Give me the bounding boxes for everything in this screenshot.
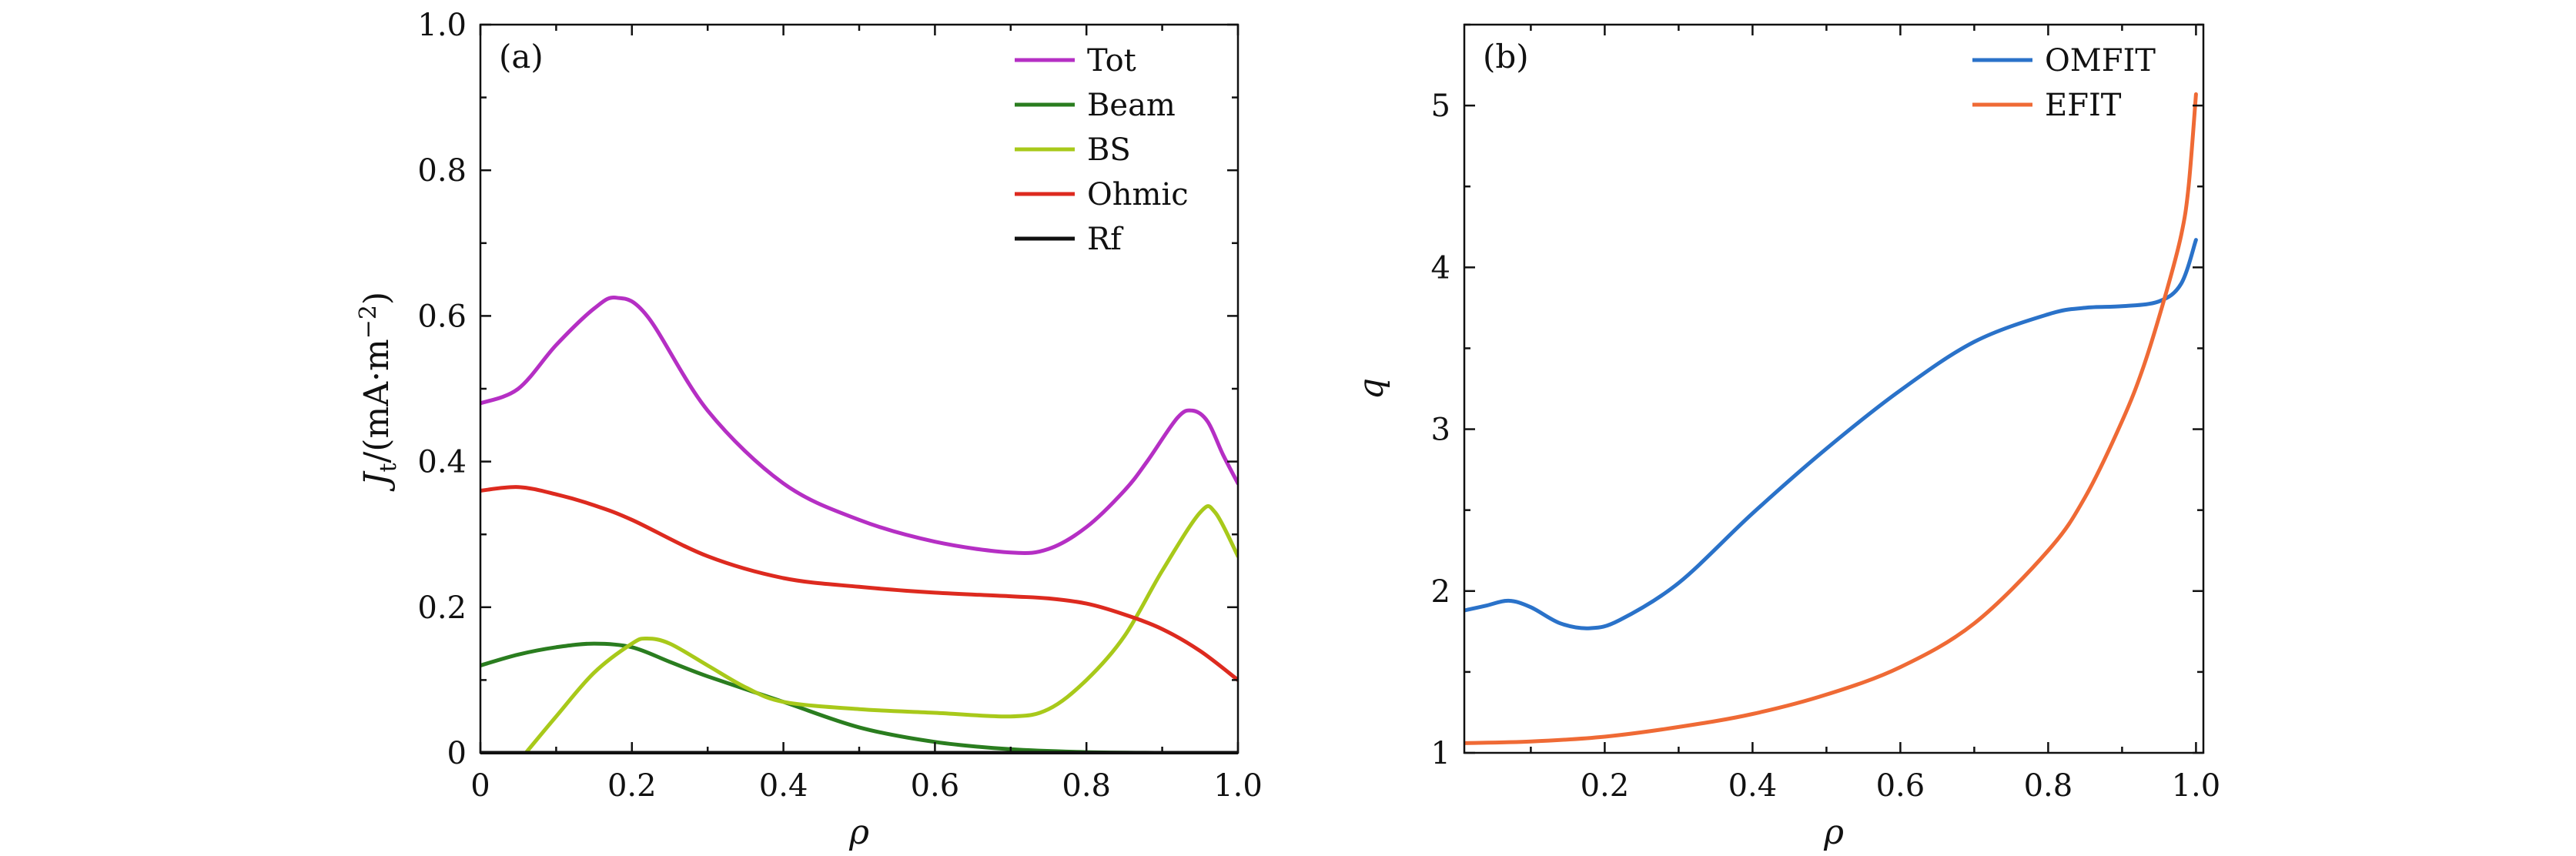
y-tick-label: 2 (1431, 574, 1450, 610)
series-line-bs (524, 504, 1238, 754)
y-tick-label: 0.4 (417, 445, 467, 480)
panel-label: (a) (499, 38, 544, 75)
legend-label-omfit: OMFIT (2045, 43, 2156, 79)
x-axis-label: ρ (848, 813, 869, 852)
legend-label-beam: Beam (1087, 88, 1176, 123)
series-line-ohmic (480, 485, 1238, 682)
plot-frame (1463, 23, 2205, 754)
legend-label-rf: Rf (1087, 222, 1124, 257)
series-group (480, 296, 1238, 754)
legend-label-bs: BS (1087, 132, 1131, 168)
series-group (1464, 92, 2198, 745)
x-tick-label: 0.2 (607, 768, 657, 804)
legend: Tot Beam BS Ohmic Rf (1015, 43, 1189, 257)
y-axis-label: q (1352, 378, 1391, 400)
y-tick-label: 4 (1431, 250, 1450, 286)
y-tick-label: 3 (1431, 413, 1450, 448)
chart-panel-a: 0 0.2 0.4 0.6 0.8 1.000.20.40.60.81.0(a)ρJt/(… (355, 8, 1263, 852)
x-tick-label: 0.4 (759, 768, 808, 804)
x-tick-label: 0.6 (911, 768, 960, 804)
series-line-omfit (1464, 238, 2198, 630)
y-tick-label: 0.6 (417, 299, 467, 334)
x-tick-label: 0.4 (1728, 768, 1778, 804)
y-tick-label: 5 (1431, 89, 1450, 124)
legend-label-efit: EFIT (2045, 88, 2122, 123)
x-tick-label: 0 (470, 768, 490, 804)
y-label-close: ) (357, 292, 396, 305)
x-tick-label: 1.0 (1213, 768, 1263, 804)
y-tick-label: 0.8 (417, 153, 467, 189)
x-tick-label: 1.0 (2172, 768, 2221, 804)
y-tick-label: 0 (447, 736, 467, 771)
x-tick-label: 0.2 (1581, 768, 1630, 804)
panel-label: (b) (1483, 38, 1529, 75)
x-axis-label: ρ (1823, 813, 1844, 852)
y-tick-label: 1.0 (417, 8, 467, 43)
y-label-subscript: t (375, 463, 402, 472)
series-line-efit (1464, 92, 2198, 745)
x-tick-label: 0.8 (2024, 768, 2073, 804)
x-tick-label: 0.8 (1062, 768, 1111, 804)
y-tick-label: 1 (1431, 736, 1450, 771)
series-line-tot (480, 296, 1238, 556)
legend-label-ohmic: Ohmic (1087, 177, 1189, 212)
chart-panel-b: 0.2 0.4 0.6 0.8 1.0 1 2 3 4 5 (b) ρ q OMFIT EFIT (1352, 23, 2221, 852)
y-label-exponent: −2 (355, 305, 382, 339)
legend: OMFIT EFIT (1972, 43, 2156, 123)
legend-label-tot: Tot (1087, 43, 1136, 79)
y-label-unit: /(mA·m (357, 339, 396, 463)
x-tick-label: 0.6 (1876, 768, 1925, 804)
y-tick-label: 0.2 (417, 590, 467, 626)
